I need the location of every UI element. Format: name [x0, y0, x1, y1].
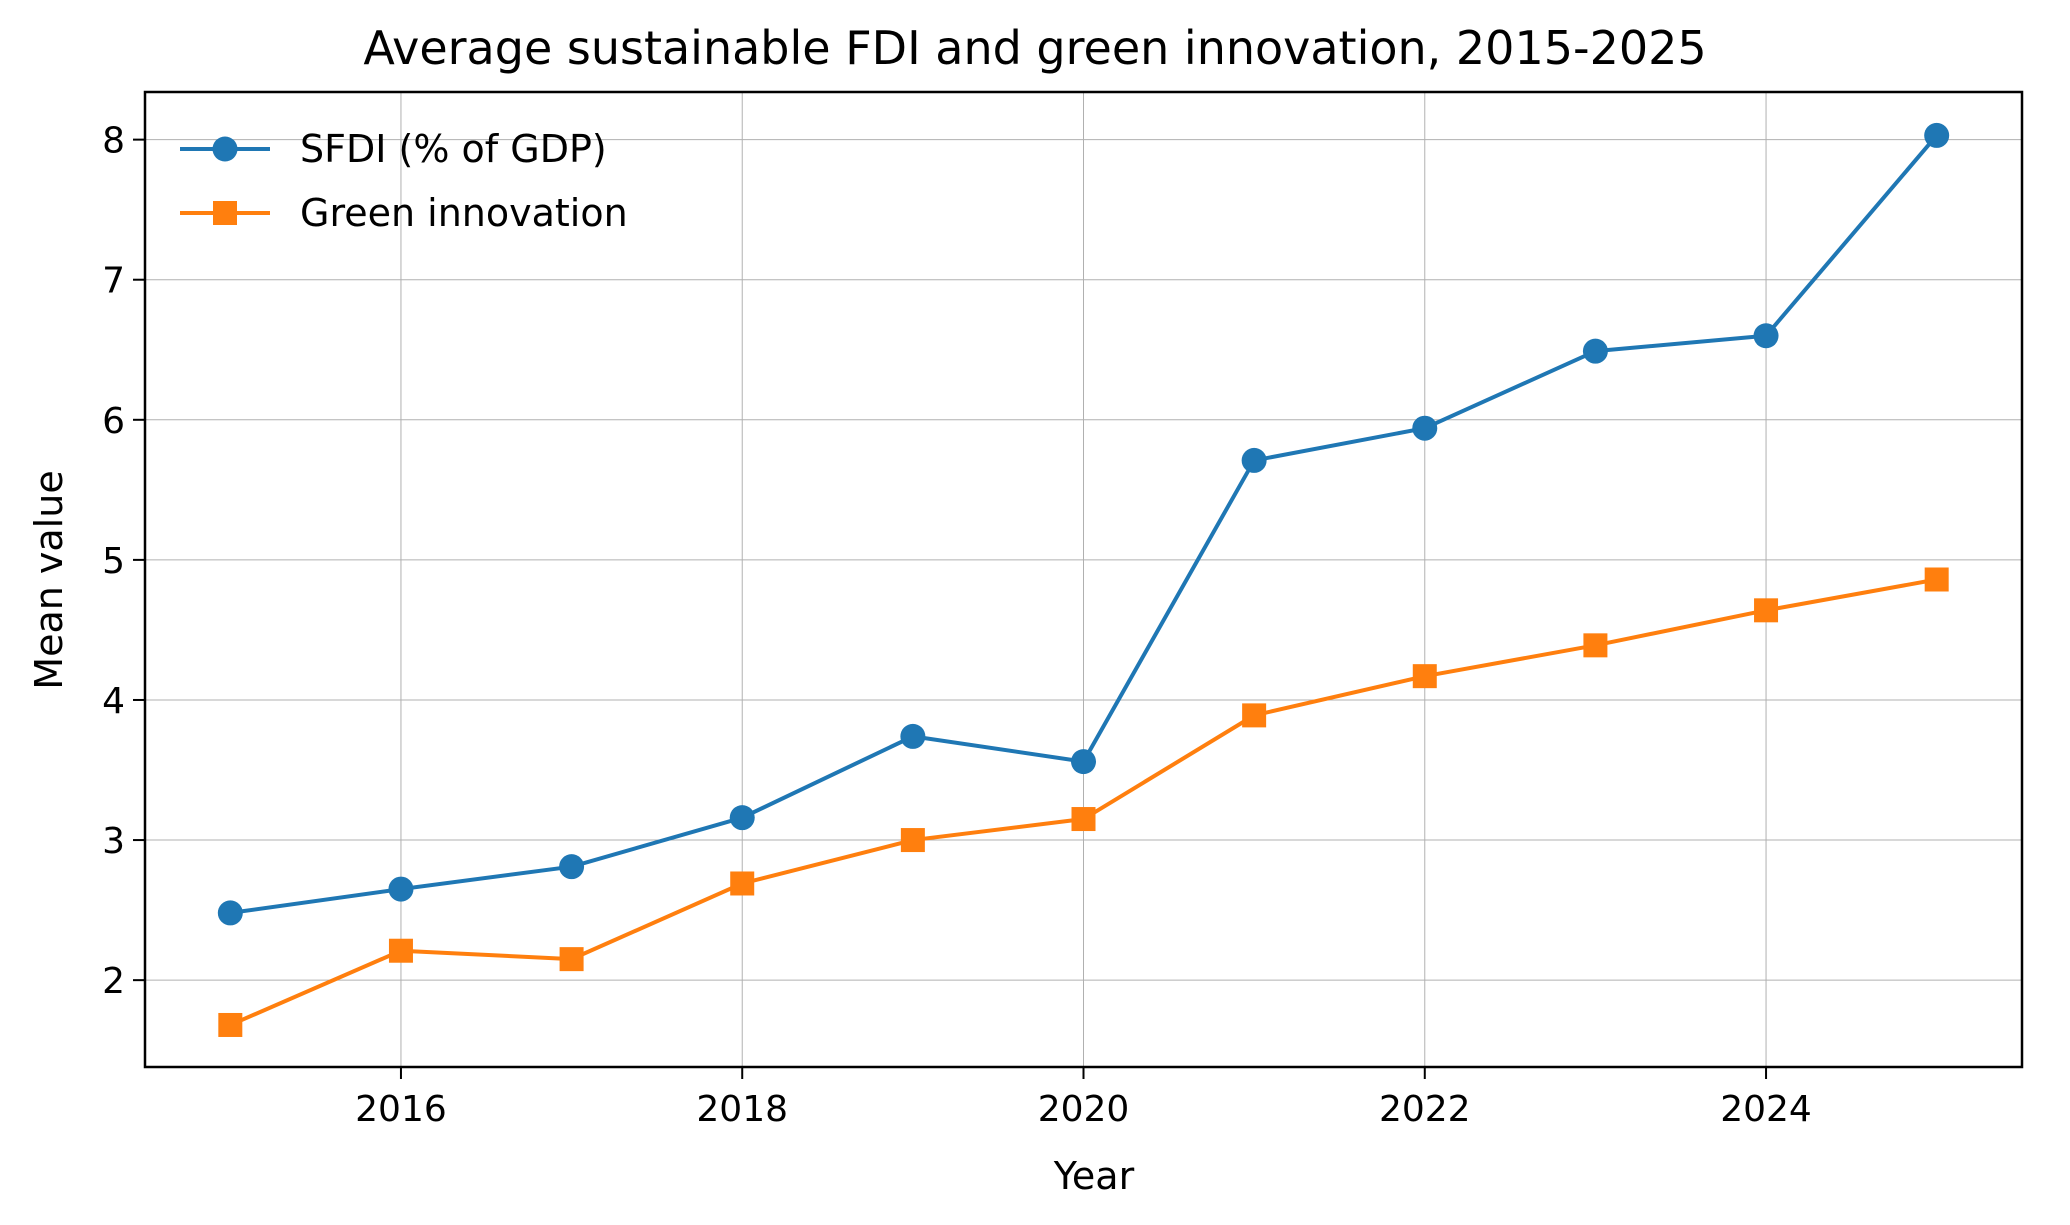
x-tick-label: 2020 [1038, 1089, 1130, 1130]
data-point [1924, 122, 1950, 148]
legend-label: Green innovation [300, 191, 628, 235]
series-layer [217, 122, 1950, 1037]
data-point [1412, 664, 1437, 689]
data-point [730, 871, 755, 896]
data-point [1242, 703, 1267, 728]
data-point [559, 947, 584, 972]
legend-entry: Green innovation [180, 191, 628, 235]
data-point [1924, 567, 1949, 592]
chart-title: Average sustainable FDI and green innova… [363, 21, 1706, 75]
data-point [900, 828, 925, 853]
data-point [1241, 447, 1267, 473]
y-tick-label: 6 [102, 401, 125, 442]
data-point [218, 1012, 243, 1037]
y-tick-label: 3 [102, 821, 125, 862]
data-point [1412, 415, 1438, 441]
legend: SFDI (% of GDP) Green innovation [180, 127, 628, 235]
data-point [388, 938, 413, 963]
legend-marker [213, 201, 237, 225]
legend-label: SFDI (% of GDP) [300, 127, 607, 171]
series-1 [217, 122, 1950, 926]
data-point [900, 723, 926, 749]
legend-entry: SFDI (% of GDP) [180, 127, 607, 171]
y-tick-label: 5 [102, 541, 125, 582]
y-tick-label: 2 [102, 961, 125, 1002]
x-tick-label: 2024 [1720, 1089, 1812, 1130]
series-2 [218, 567, 1949, 1037]
x-tick-label: 2016 [355, 1089, 447, 1130]
data-point [1071, 749, 1096, 775]
legend-marker [212, 136, 238, 162]
data-point [1754, 598, 1779, 623]
data-point [388, 876, 414, 902]
data-point [1582, 338, 1608, 364]
data-point [1071, 807, 1096, 832]
grid-lines [145, 92, 2022, 1067]
data-point [217, 900, 243, 926]
x-axis-label: Year [1053, 1154, 1135, 1198]
x-axis: 2016 2018 2020 2022 2024 [355, 1067, 1812, 1130]
y-tick-label: 8 [102, 121, 125, 162]
x-tick-label: 2018 [696, 1089, 788, 1130]
y-axis: 2 3 4 5 6 7 8 [102, 121, 145, 1002]
y-axis-label: Mean value [27, 470, 71, 689]
y-tick-label: 7 [102, 261, 125, 302]
y-tick-label: 4 [102, 681, 125, 722]
x-tick-label: 2022 [1379, 1089, 1471, 1130]
data-point [1583, 633, 1608, 658]
data-point [559, 854, 585, 880]
data-point [1753, 323, 1779, 349]
data-point [729, 805, 755, 831]
